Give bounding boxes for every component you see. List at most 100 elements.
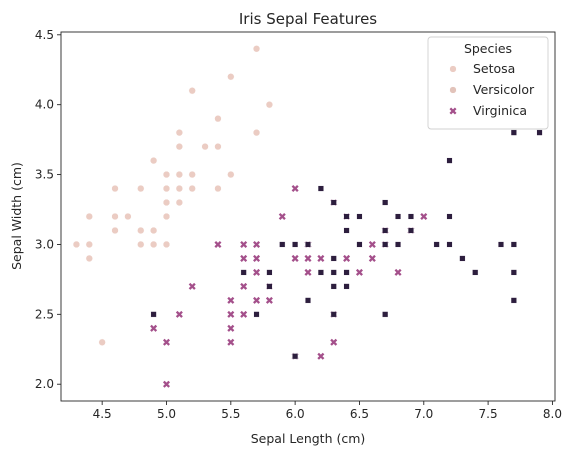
series-3-point (317, 269, 324, 276)
setosa-point (137, 240, 145, 249)
virginica-point (420, 212, 428, 221)
setosa-point (175, 198, 184, 207)
series-3-point (266, 269, 273, 276)
legend-marker-versicolor (449, 86, 457, 94)
series-3-point (497, 241, 504, 248)
series-3-point (356, 241, 363, 248)
setosa-point (265, 101, 274, 109)
setosa-point (175, 128, 184, 137)
series-3-point (407, 213, 414, 220)
series-3-point (433, 241, 440, 248)
virginica-point (162, 338, 171, 346)
x-tick-label: 6.5 (350, 407, 369, 421)
setosa-point (188, 87, 196, 95)
virginica-point (214, 240, 222, 248)
x-tick-label: 6.0 (286, 407, 305, 421)
virginica-point (368, 240, 376, 248)
series-3-point (343, 269, 350, 276)
setosa-point (214, 184, 222, 193)
series-3-point (330, 199, 337, 206)
virginica-point (227, 324, 235, 332)
setosa-point (111, 212, 119, 221)
series-3-point (395, 241, 402, 248)
legend-label-setosa: Setosa (473, 61, 515, 76)
setosa-point (149, 226, 158, 235)
series-3-point (343, 283, 350, 290)
setosa-point (188, 184, 196, 193)
legend-label-virginica: Virginica (473, 103, 527, 118)
setosa-point (149, 240, 158, 249)
series-3-point (279, 241, 286, 248)
virginica-point (253, 254, 261, 262)
virginica-point (227, 296, 235, 304)
virginica-point (240, 254, 248, 262)
setosa-point (162, 198, 171, 207)
series-3-point (382, 227, 389, 234)
virginica-point (240, 282, 248, 290)
virginica-point (265, 296, 273, 304)
setosa-point (214, 142, 222, 151)
legend-label-versicolor: Versicolor (473, 82, 535, 97)
virginica-point (291, 254, 299, 262)
x-tick-label: 8.0 (543, 407, 562, 421)
chart-title: Iris Sepal Features (239, 10, 377, 28)
virginica-point (253, 296, 261, 304)
virginica-point (240, 240, 248, 248)
virginica-point (317, 254, 325, 262)
series-3-point (330, 283, 337, 290)
series-3-point (343, 227, 350, 234)
setosa-point (175, 170, 184, 179)
y-tick-label: 3.0 (35, 237, 54, 251)
series-3-point (382, 311, 389, 318)
setosa-point (162, 184, 171, 193)
y-tick-label: 2.0 (35, 377, 54, 391)
setosa-point (124, 212, 132, 221)
setosa-point (137, 184, 145, 193)
y-axis-label: Sepal Width (cm) (9, 162, 24, 270)
virginica-point (253, 240, 261, 248)
virginica-point (317, 352, 325, 360)
setosa-point (111, 184, 119, 193)
virginica-point (162, 380, 171, 388)
series-3-point (459, 255, 466, 262)
setosa-point (149, 156, 158, 165)
x-axis-label: Sepal Length (cm) (251, 431, 366, 446)
virginica-point (304, 268, 312, 276)
virginica-point (150, 324, 158, 332)
series-3-point (253, 311, 260, 318)
series-3-point (510, 129, 517, 136)
series-3-point (240, 269, 247, 276)
series-3-point (472, 269, 479, 276)
y-tick-label: 4.5 (35, 28, 54, 42)
x-tick-label: 7.5 (479, 407, 498, 421)
y-axis-ticks: 2.0 2.5 3.0 3.5 4.0 4.5 (35, 28, 61, 391)
plot-area-frame (60, 31, 556, 402)
virginica-point (278, 212, 286, 221)
series-3-point (343, 213, 350, 220)
series-3-point (356, 213, 363, 220)
setosa-point (227, 170, 235, 179)
series-3-point (292, 353, 299, 360)
setosa-point (162, 240, 171, 249)
virginica-point (304, 254, 312, 262)
series-3-point (382, 199, 389, 206)
series-3-point (305, 241, 312, 248)
series-3-point (446, 241, 453, 248)
virginica-point (394, 268, 402, 276)
series-3-point (382, 241, 389, 248)
series-3-point (317, 185, 324, 192)
setosa-point (111, 226, 119, 235)
series-3-point (330, 255, 337, 262)
x-tick-label: 5.5 (221, 407, 240, 421)
setosa-point (227, 73, 235, 81)
x-tick-label: 4.5 (93, 407, 112, 421)
x-axis-ticks: 4.5 5.0 5.5 6.0 6.5 7.0 7.5 8.0 (93, 401, 562, 421)
virginica-point (188, 282, 196, 290)
virginica-point (253, 268, 261, 276)
virginica-point (227, 338, 235, 346)
series-3-point (266, 283, 273, 290)
setosa-point (201, 142, 209, 151)
setosa-point (72, 240, 81, 249)
setosa-point (137, 226, 145, 235)
